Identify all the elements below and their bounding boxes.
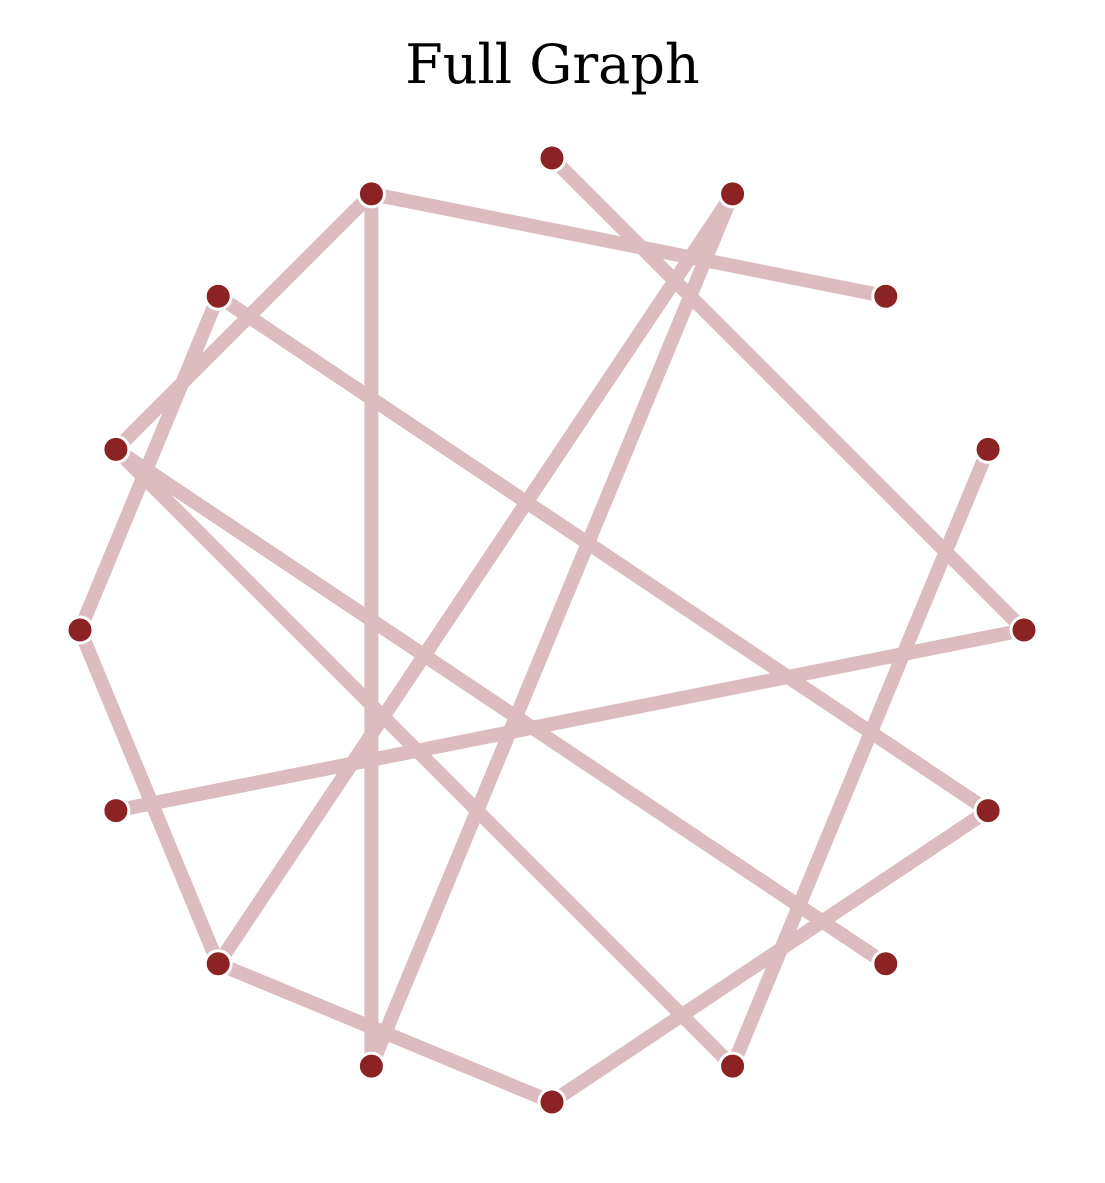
edge-layer <box>73 153 1029 1109</box>
graph-node-n13 <box>973 434 1003 464</box>
graph-edge-n9-n13 <box>726 446 995 1069</box>
graph-edge-n5-n12 <box>114 623 1026 818</box>
graph-edge-n3-n9 <box>110 444 738 1072</box>
graph-node-n11 <box>973 796 1003 826</box>
graph-node-n2 <box>203 281 233 311</box>
graph-node-n0 <box>537 143 567 173</box>
graph-node-n12 <box>1009 615 1039 645</box>
graph-node-n15 <box>718 179 748 209</box>
graph-node-n9 <box>718 1051 748 1081</box>
graph-node-n7 <box>356 1051 386 1081</box>
graph-node-n5 <box>101 796 131 826</box>
graph-edge-n7-n15 <box>364 191 740 1069</box>
graph-edge-n6-n15 <box>212 190 739 968</box>
graph-node-n1 <box>356 179 386 209</box>
graph-edge-n2-n11 <box>214 290 992 817</box>
graph-edge-n1-n14 <box>370 187 888 304</box>
graph-edge-n2-n4 <box>73 293 225 633</box>
graph-node-n14 <box>871 281 901 311</box>
graph-title: Full Graph <box>405 33 700 96</box>
graph-node-n3 <box>101 434 131 464</box>
graph-node-n6 <box>203 949 233 979</box>
graph-edge-n1-n3 <box>110 188 377 455</box>
graph-edge-n8-n11 <box>548 804 992 1108</box>
graph-node-n10 <box>871 949 901 979</box>
graph-edge-n3-n10 <box>112 443 890 970</box>
graph-node-n4 <box>65 615 95 645</box>
node-layer <box>65 143 1039 1117</box>
graph-node-n8 <box>537 1087 567 1117</box>
